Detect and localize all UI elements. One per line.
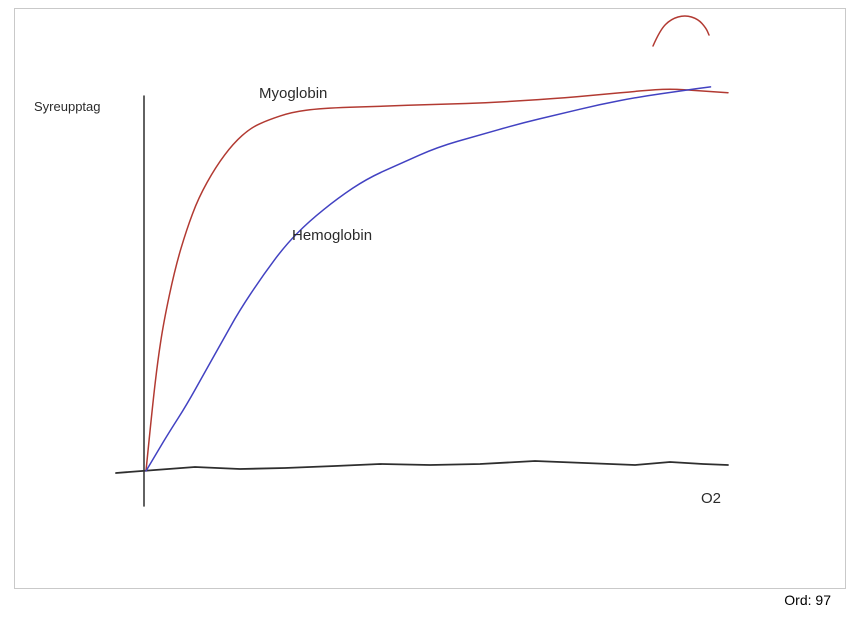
myoglobin-curve (145, 88, 729, 472)
x-axis-label: O2 (701, 490, 722, 507)
hemoglobin-curve-label: Hemoglobin (292, 227, 373, 244)
stray-red-stroke (652, 15, 710, 47)
hemoglobin-curve (145, 86, 712, 472)
word-count: Ord: 97 (784, 592, 831, 608)
x-axis-line (115, 460, 729, 474)
drawing-canvas[interactable]: Syreupptag Myoglobin Hemoglobin O2 (14, 8, 846, 589)
oxygen-binding-chart (115, 15, 729, 507)
myoglobin-curve-label: Myoglobin (259, 85, 328, 102)
y-axis-label: Syreupptag (34, 99, 101, 114)
